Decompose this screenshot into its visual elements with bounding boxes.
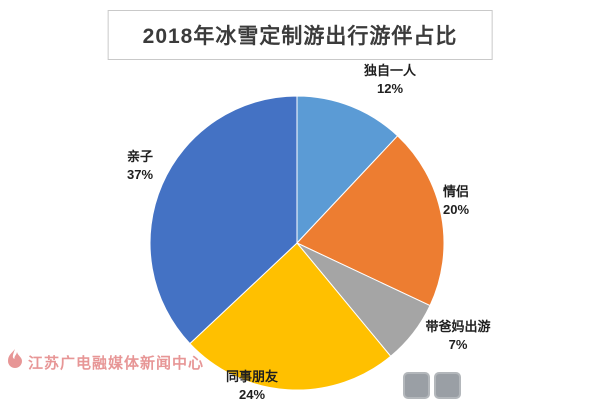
pie-label-couple: 情侣 20% (423, 183, 489, 219)
pie-label-percent: 12% (376, 81, 404, 96)
pie-slice-0 (296, 95, 399, 245)
watermark-logo (403, 372, 461, 399)
flame-logo-icon (6, 349, 24, 376)
pie-label-name: 亲子 (126, 149, 153, 164)
chart-title-box: 2018年冰雪定制游出行游伴占比 (107, 10, 493, 60)
pie-label-percent: 24% (238, 387, 266, 402)
pie-label-colleagues-friends: 同事朋友 24% (206, 368, 298, 404)
pie-label-percent: 7% (448, 337, 468, 352)
pie-label-name: 独自一人 (363, 63, 416, 78)
pie-label-with-parents: 带爸妈出游 7% (406, 318, 510, 354)
pie-label-name: 同事朋友 (225, 369, 278, 384)
pie-slice-4 (149, 95, 298, 345)
pie-label-name: 情侣 (442, 184, 469, 199)
pie-label-percent: 20% (442, 202, 470, 217)
pie-label-parent-child: 亲子 37% (103, 148, 177, 184)
watermark-news-center: 江苏广电融媒体新闻中心 (6, 349, 204, 376)
chart-title: 2018年冰雪定制游出行游伴占比 (142, 25, 458, 48)
pie-slice-3 (189, 242, 392, 391)
pie-label-name: 带爸妈出游 (425, 319, 491, 334)
pie-label-percent: 37% (126, 167, 154, 182)
pie-label-alone: 独自一人 12% (335, 62, 445, 98)
logo-square-icon (434, 372, 461, 399)
pie-slice-1 (296, 135, 445, 307)
watermark-text: 江苏广电融媒体新闻中心 (28, 355, 205, 372)
logo-square-icon (403, 372, 430, 399)
